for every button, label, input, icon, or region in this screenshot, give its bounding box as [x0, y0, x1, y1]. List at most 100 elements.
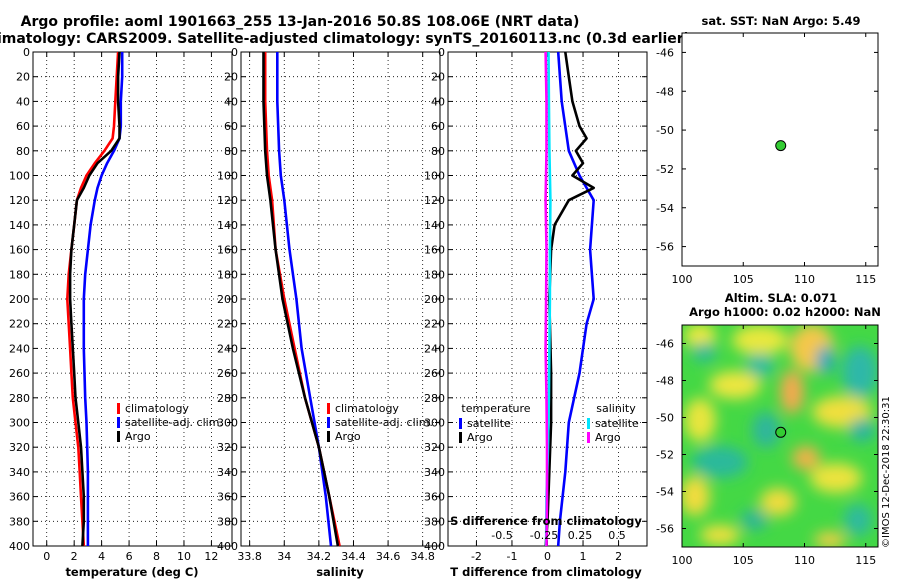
- legend-swatch: [587, 418, 590, 429]
- depth-tick-label: 60: [224, 120, 238, 133]
- depth-tick-label: 40: [224, 95, 238, 108]
- depth-tick-label: 400: [424, 540, 445, 553]
- depth-tick-label: 380: [9, 515, 30, 528]
- depth-tick-label: 0: [231, 46, 238, 59]
- map-y-tick-label: -46: [656, 338, 674, 351]
- depth-tick-label: 100: [9, 170, 30, 183]
- map-y-tick-label: -54: [656, 202, 674, 215]
- depth-tick-label: 180: [9, 268, 30, 281]
- legend-label: satellite: [595, 417, 639, 430]
- depth-tick-label: 20: [16, 71, 30, 84]
- legend-label: Argo: [595, 431, 621, 444]
- x-tick-label: 12: [204, 550, 218, 563]
- s-axis-title: S difference from climatology: [450, 514, 642, 528]
- depth-tick-label: 120: [217, 194, 238, 207]
- depth-tick-label: 380: [424, 515, 445, 528]
- depth-tick-label: 400: [9, 540, 30, 553]
- sst-map-title: sat. SST: NaN Argo: 5.49: [701, 14, 860, 28]
- legend-label: satellite-adj. clim.: [125, 416, 223, 429]
- x-tick-label: 34.2: [307, 550, 332, 563]
- depth-tick-label: 60: [431, 120, 445, 133]
- depth-tick-label: 360: [217, 491, 238, 504]
- argo-location-marker: [775, 140, 787, 152]
- map-x-tick-label: 105: [733, 554, 754, 567]
- figure-title-line1: Argo profile: aoml 1901663_255 13-Jan-20…: [21, 14, 580, 30]
- s-tick-label: -0.5: [491, 529, 512, 542]
- depth-tick-label: 240: [424, 342, 445, 355]
- depth-tick-label: 220: [9, 318, 30, 331]
- depth-tick-label: 160: [217, 244, 238, 257]
- legend-label: Argo: [125, 430, 151, 443]
- map-y-tick-label: -54: [656, 486, 674, 499]
- x-tick-label: 34.8: [410, 550, 435, 563]
- legend-swatch: [117, 403, 120, 414]
- depth-tick-label: 80: [431, 145, 445, 158]
- depth-tick-label: 120: [424, 194, 445, 207]
- legend-title-salinity: salinity: [596, 402, 636, 415]
- depth-tick-label: 200: [217, 293, 238, 306]
- map-y-tick-label: -50: [656, 412, 674, 425]
- x-tick-label: 4: [98, 550, 105, 563]
- depth-tick-label: 380: [217, 515, 238, 528]
- salinity-panel: 0 20 40 60 80 100 120 140 160 180 200 220 240 260 280 3…: [217, 46, 441, 563]
- s-tick-label: -0.25: [530, 529, 558, 542]
- legend-swatch: [587, 432, 590, 443]
- depth-tick-label: 300: [424, 417, 445, 430]
- sst-map-panel: sat. SST: NaN Argo: 5.49 -46 -48 -50 -52 -54…: [656, 14, 879, 286]
- depth-tick-label: 100: [217, 170, 238, 183]
- temperature-panel: 0204060801001201401601802002202402602803…: [9, 46, 233, 563]
- map-x-tick-label: 110: [794, 273, 815, 286]
- sla-map-title-line2: Argo h1000: 0.02 h2000: NaN: [689, 305, 881, 319]
- legend-label: satellite: [467, 417, 511, 430]
- depth-tick-label: 80: [224, 145, 238, 158]
- map-y-tick-label: -46: [656, 46, 674, 59]
- map-y-tick-label: -52: [656, 449, 674, 462]
- legend-swatch: [459, 418, 462, 429]
- depth-tick-label: 60: [16, 120, 30, 133]
- s-tick-label: 0.5: [608, 529, 626, 542]
- depth-tick-label: 280: [9, 392, 30, 405]
- depth-tick-label: 260: [9, 367, 30, 380]
- argo-location-marker: [775, 426, 787, 438]
- depth-tick-label: 200: [424, 293, 445, 306]
- map-x-tick-label: 100: [672, 273, 693, 286]
- depth-tick-label: 280: [217, 392, 238, 405]
- depth-tick-label: 160: [424, 244, 445, 257]
- map-y-tick-label: -50: [656, 124, 674, 137]
- map-x-tick-label: 105: [733, 273, 754, 286]
- legend-swatch: [327, 417, 330, 428]
- s-tick-label: 0.25: [568, 529, 593, 542]
- depth-tick-label: 320: [217, 441, 238, 454]
- depth-tick-label: 0: [23, 46, 30, 59]
- map-y-tick-label: -48: [656, 85, 674, 98]
- depth-tick-label: 80: [16, 145, 30, 158]
- x-tick-label: 8: [153, 550, 160, 563]
- depth-tick-label: 260: [424, 367, 445, 380]
- depth-tick-label: 220: [424, 318, 445, 331]
- salinity-plot-frame: [240, 51, 441, 547]
- depth-tick-label: 120: [9, 194, 30, 207]
- series-line-argo: [262, 52, 340, 547]
- x-tick-label: 34.4: [341, 550, 366, 563]
- series-line-temperature-satellite: [556, 51, 596, 547]
- legend-label: climatology: [125, 402, 189, 415]
- depth-tick-label: 140: [217, 219, 238, 232]
- legend-swatch: [117, 431, 120, 442]
- x-tick-label: 34.6: [376, 550, 401, 563]
- x-tick-label: 2: [615, 550, 622, 563]
- depth-tick-label: 20: [431, 71, 445, 84]
- map-x-tick-label: 100: [672, 554, 693, 567]
- map-y-tick-label: -56: [656, 241, 674, 254]
- depth-tick-label: 320: [424, 441, 445, 454]
- figure-title-line2: Climatology: CARS2009. Satellite-adjuste…: [0, 31, 690, 47]
- legend-label: climatology: [335, 402, 399, 415]
- depth-tick-label: 260: [217, 367, 238, 380]
- legend-label: Argo: [335, 430, 361, 443]
- salinity-xlabel: salinity: [316, 565, 364, 579]
- x-tick-label: 0: [43, 550, 50, 563]
- depth-tick-label: 140: [9, 219, 30, 232]
- legend-swatch: [117, 417, 120, 428]
- map-x-tick-label: 115: [855, 554, 876, 567]
- x-tick-label: -2: [471, 550, 482, 563]
